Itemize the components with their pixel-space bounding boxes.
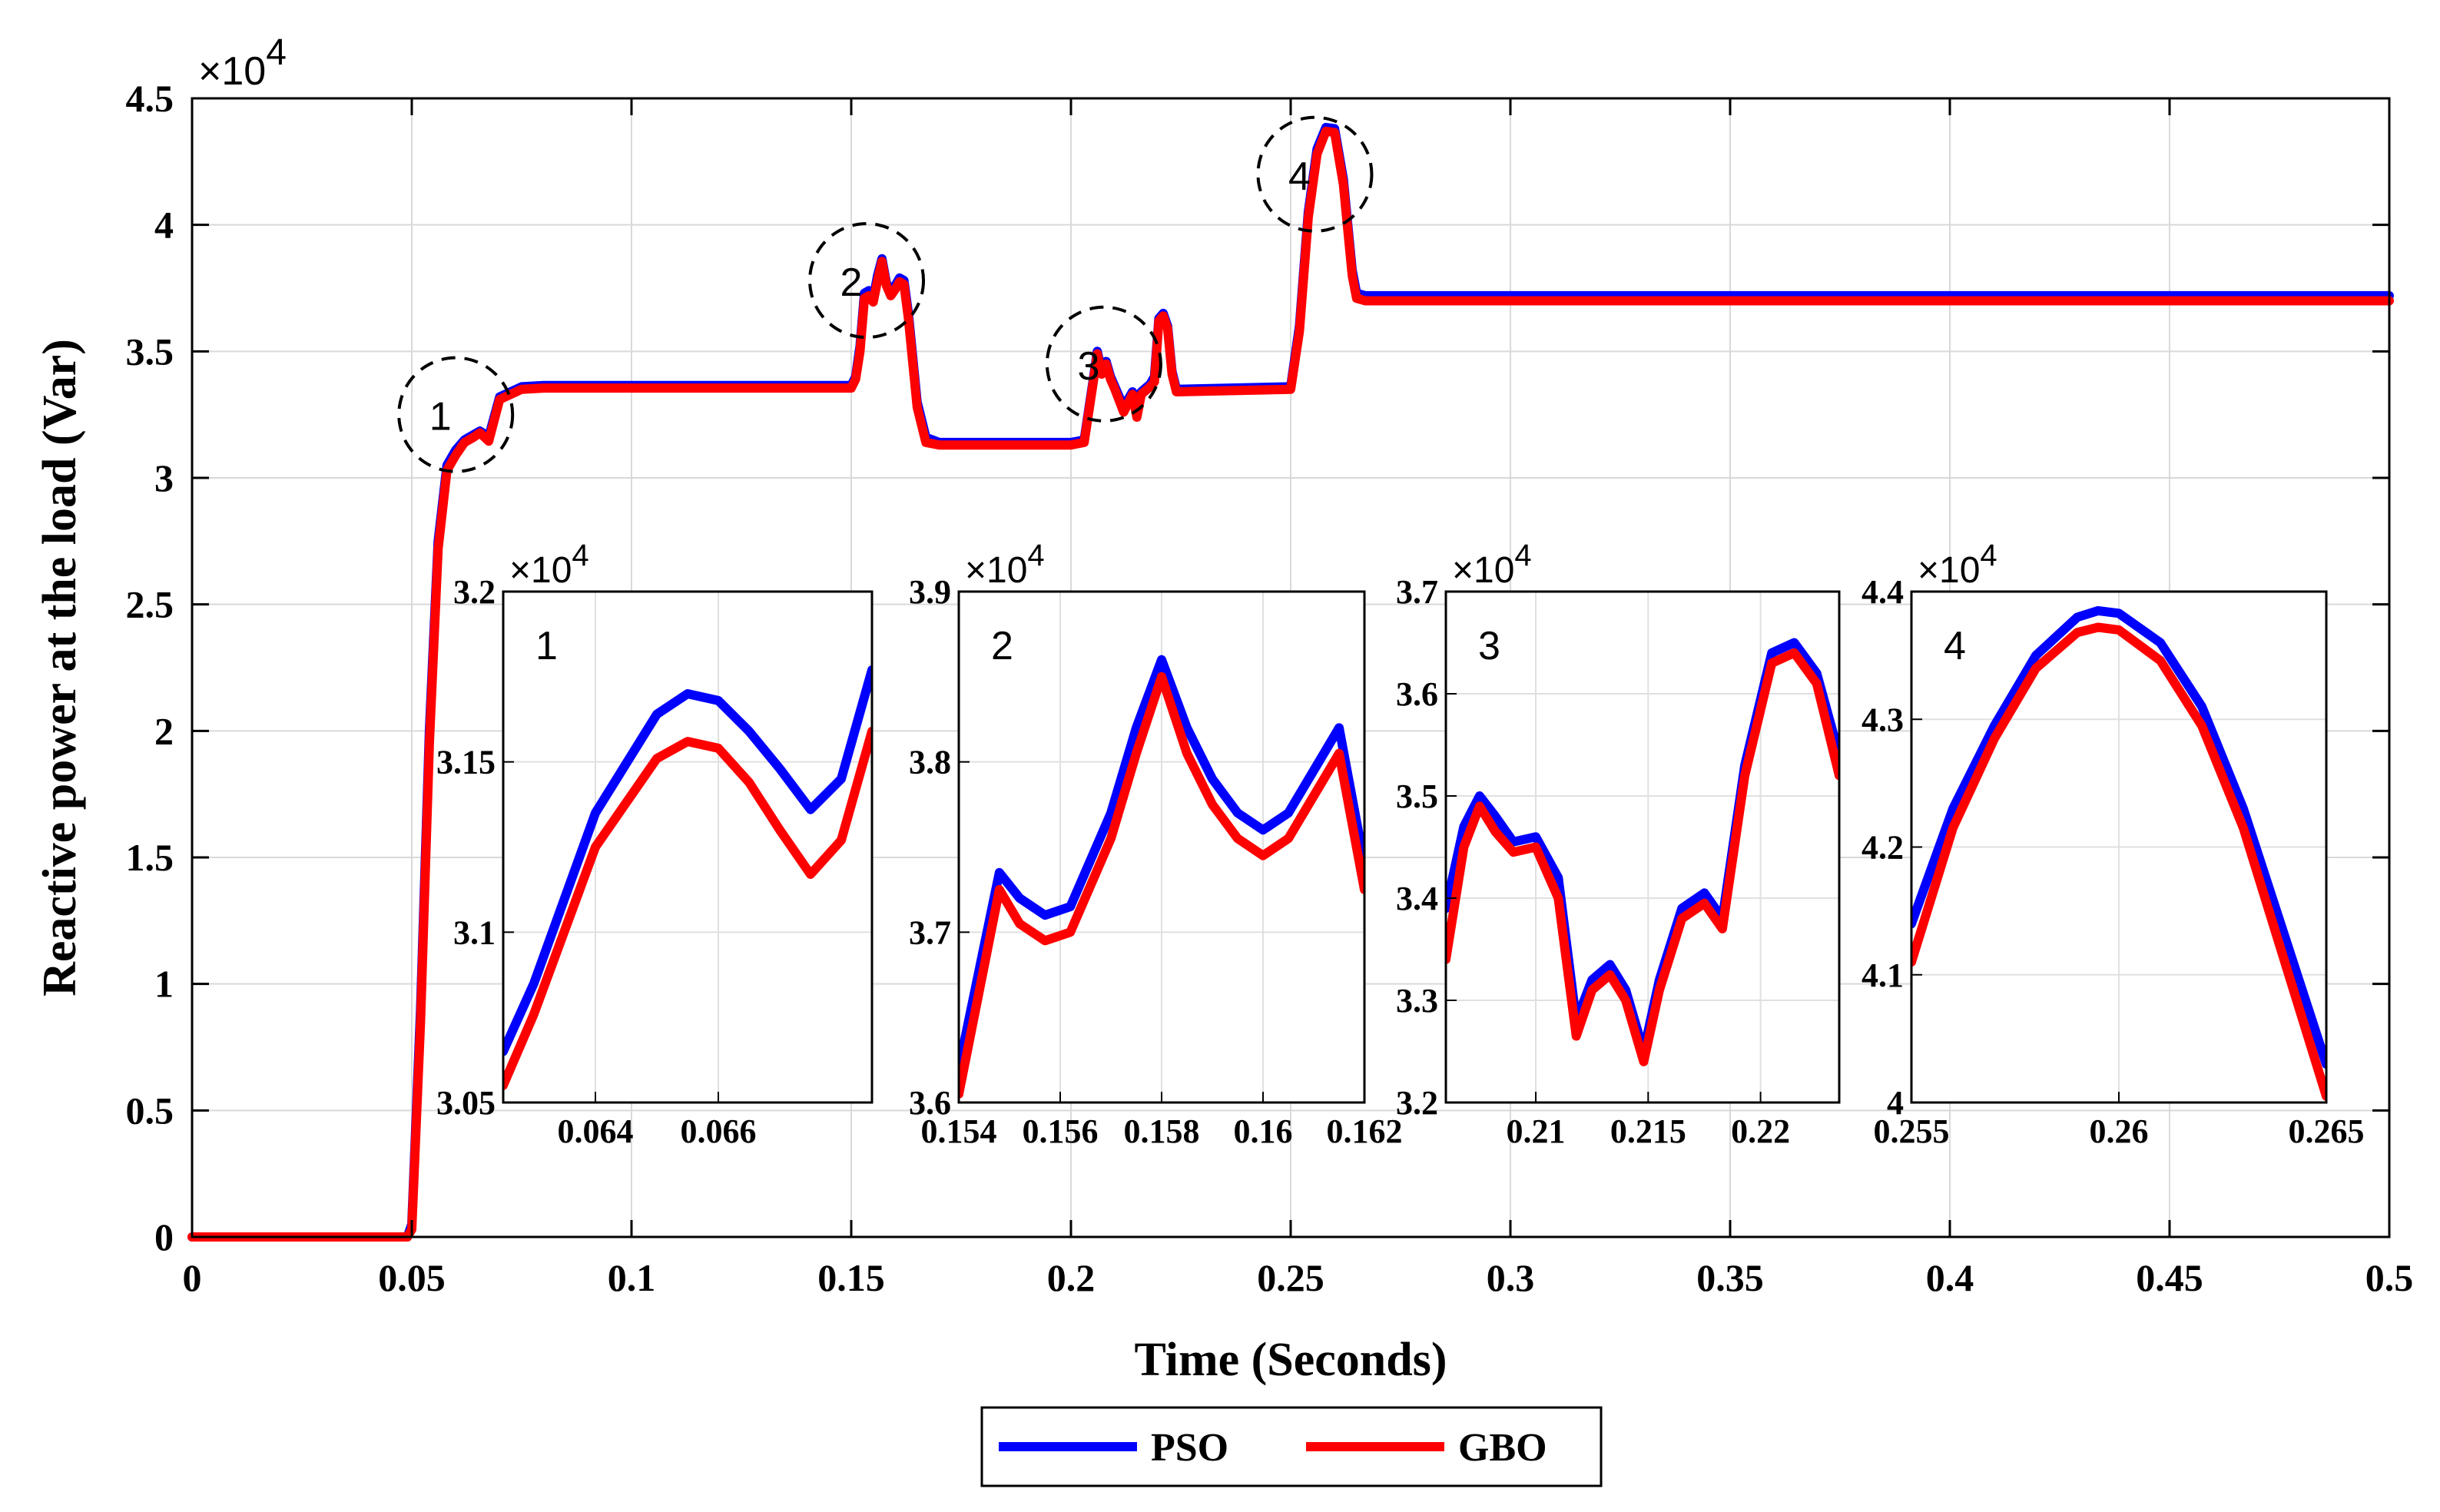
y-tick-label: 4 [154,204,174,247]
inset-plot-area [503,592,872,1102]
y-tick-label: 4.5 [126,77,174,120]
inset-x-tick-label: 0.156 [1023,1112,1099,1150]
inset-y-tick-label: 4.2 [1861,829,1904,867]
inset-x-tick-label: 0.265 [2289,1112,2365,1150]
x-tick-label: 0.45 [2136,1256,2203,1299]
inset-y-multiplier-exponent: 4 [1514,539,1531,572]
inset-y-tick-label: 4 [1887,1084,1904,1122]
inset-series-line-pso [959,655,1364,1073]
inset-y-tick-label: 3.7 [1396,573,1438,611]
inset-y-tick-label: 3.2 [453,573,496,611]
inset-y-tick-label: 3.7 [909,914,951,951]
zoom-annotations: 1 2 3 4 [397,115,1374,473]
x-tick-label: 0.25 [1257,1256,1324,1299]
x-tick-label: 0.2 [1047,1256,1096,1299]
inset-y-tick-label: 3.5 [1396,778,1438,815]
inset-x-tick-label: 0.21 [1507,1112,1566,1150]
inset-y-tick-label: 3.05 [436,1084,496,1122]
inset-y-multiplier-exponent: 4 [572,539,588,572]
inset-x-tick-label: 0.22 [1731,1112,1790,1150]
inset-y-tick-label: 3.8 [909,744,951,781]
x-tick-label: 0.3 [1487,1256,1535,1299]
inset-2: 0.154 0.156 0.158 0.16 0.1623.63.73.83.9×104… [909,539,1403,1150]
inset-x-tick-label: 0.26 [2090,1112,2149,1150]
inset-y-multiplier-exponent: 4 [1027,539,1044,572]
y-multiplier-exponent: 4 [266,32,287,73]
x-tick-label: 0.4 [1926,1256,1974,1299]
x-tick-label: 0.15 [817,1256,885,1299]
x-tick-label: 0.05 [378,1256,446,1299]
inset-series-group [1446,638,1839,1066]
inset-series-group [959,655,1364,1099]
inset-series-line-pso [1911,605,2326,1069]
y-tick-label: 2 [154,709,174,752]
x-tick-label: 0.35 [1696,1256,1764,1299]
inset-frame [502,590,874,1104]
y-tick-label: 1 [154,963,174,1006]
inset-series-group [1911,605,2326,1101]
zoom-circle-label: 1 [429,395,452,439]
inset-y-tick-label: 3.1 [453,914,496,951]
legend-label-pso: PSO [1151,1426,1228,1470]
inset-y-multiplier-exponent: 4 [1980,539,1997,572]
y-tick-label: 0 [154,1215,174,1258]
y-tick-label: 3 [154,456,174,499]
inset-series-line-gbo [959,671,1364,1099]
y-tick-label: 3.5 [126,330,174,373]
zoom-circle [808,222,926,340]
zoom-circle [1045,305,1162,423]
inset-series-line-pso [503,665,872,1056]
inset-number-label: 2 [991,624,1013,668]
inset-x-tick-label: 0.255 [1874,1112,1950,1150]
inset-number-label: 4 [1944,624,1966,668]
inset-y-tick-label: 4.1 [1861,957,1904,994]
inset-x-tick-label: 0.066 [681,1112,757,1150]
legend-label-gbo: GBO [1458,1426,1547,1470]
inset-series-group [503,665,872,1090]
legend: PSO GBO [980,1406,1603,1487]
y-axis-label: Reactive power at the load (Var) [34,339,86,996]
inset-y-tick-label: 3.6 [909,1084,951,1122]
x-tick-label: 0 [183,1256,202,1299]
inset-y-tick-label: 3.4 [1396,880,1438,917]
zoom-circle-label: 2 [840,260,863,305]
inset-frame [1444,590,1841,1104]
inset-y-tick-label: 3.15 [436,744,496,781]
inset-series-line-gbo [1911,622,2326,1101]
inset-x-tick-label: 0.215 [1610,1112,1686,1150]
x-tick-label: 0.1 [608,1256,656,1299]
zoom-circle [397,356,515,473]
y-tick-label: 1.5 [126,836,174,879]
x-axis-label: Time (Seconds) [1134,1334,1447,1386]
inset-x-tick-label: 0.158 [1124,1112,1200,1150]
inset-x-tick-label: 0.154 [921,1112,997,1150]
zoom-circle [1256,115,1374,233]
y-tick-label: 2.5 [126,583,174,626]
inset-number-label: 1 [535,624,558,668]
inset-y-tick-label: 4.4 [1861,573,1904,611]
zoom-circle-label: 3 [1077,344,1099,389]
inset-y-tick-label: 3.3 [1396,982,1438,1020]
inset-series-line-gbo [1446,648,1839,1066]
inset-y-tick-label: 3.2 [1396,1084,1438,1122]
inset-y-tick-label: 3.9 [909,573,951,611]
inset-number-label: 3 [1478,624,1500,668]
y-tick-label: 0.5 [126,1089,174,1132]
zoom-circle-label: 4 [1288,154,1311,199]
series-line-gbo [187,126,2394,1242]
inset-x-tick-label: 0.064 [558,1112,634,1150]
inset-y-tick-label: 4.3 [1861,701,1904,738]
inset-y-tick-label: 3.6 [1396,675,1438,713]
x-tick-label: 0.5 [2365,1256,2414,1299]
inset-series-line-gbo [503,726,872,1090]
inset-x-tick-label: 0.16 [1234,1112,1293,1150]
inset-x-tick-label: 0.162 [1327,1112,1403,1150]
